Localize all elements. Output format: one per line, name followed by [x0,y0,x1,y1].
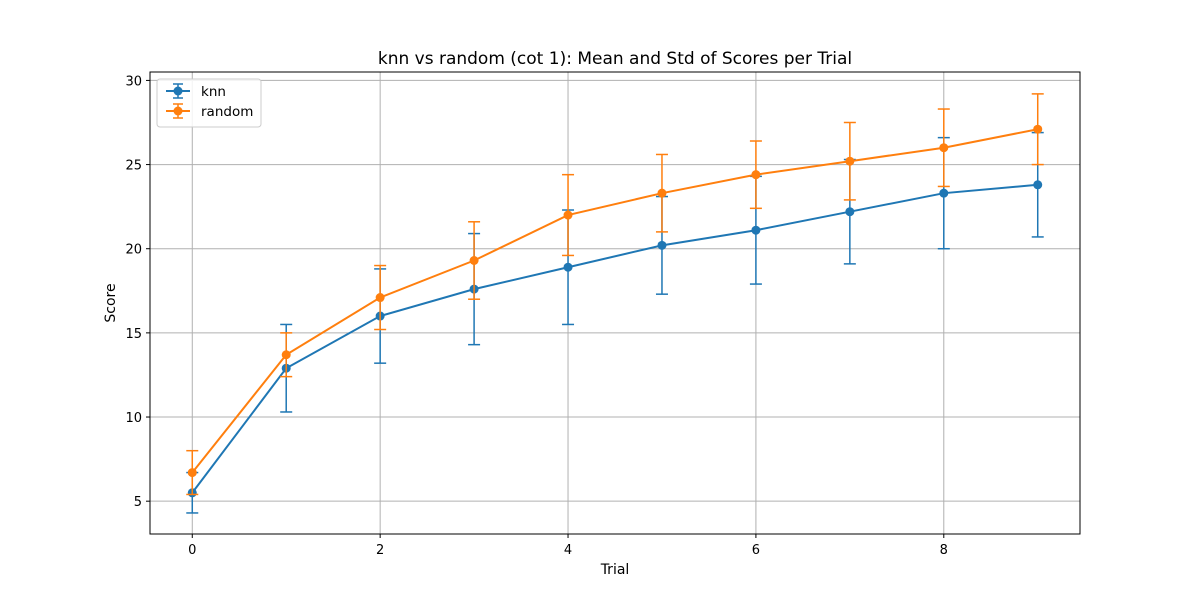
ticks: 0 2 4 6 8 5 10 15 20 25 30 [125,74,947,558]
data-point [563,210,573,220]
data-point [1033,124,1043,134]
x-axis-label: Trial [600,562,630,578]
data-point [563,262,573,272]
data-point [469,256,479,266]
legend-label: knn [201,84,226,100]
series-line [191,183,1038,494]
data-point [657,240,667,250]
x-tick-label: 6 [752,543,760,558]
data-point [281,350,291,360]
data-point [187,468,197,478]
data-point [751,225,761,235]
series-line [191,128,1038,474]
chart-title: knn vs random (cot 1): Mean and Std of S… [378,49,852,69]
data-point [845,156,855,166]
x-tick-label: 8 [940,543,948,558]
data-point [657,188,667,198]
y-tick-label: 30 [125,74,142,89]
y-axis-label: Score [103,283,119,322]
y-tick-label: 15 [125,327,142,342]
legend: knn random [156,78,262,128]
legend-entry-knn: knn [166,83,226,100]
data-point [375,293,385,303]
legend-marker [173,106,183,116]
data-point [1033,180,1043,190]
series-layer [186,93,1044,514]
y-tick-label: 25 [125,159,142,174]
plot-frame [149,71,1081,535]
data-point [845,207,855,217]
data-point [939,188,949,198]
y-tick-label: 10 [125,411,142,426]
legend-label: random [201,104,253,120]
data-point [939,143,949,153]
y-tick-label: 5 [134,495,142,510]
x-tick-label: 2 [376,543,384,558]
x-tick-label: 0 [188,543,196,558]
data-point [751,170,761,180]
x-tick-label: 4 [564,543,572,558]
legend-entry-random: random [166,103,253,120]
series-random [186,93,1044,496]
y-tick-label: 20 [125,243,142,258]
legend-marker [173,86,183,96]
